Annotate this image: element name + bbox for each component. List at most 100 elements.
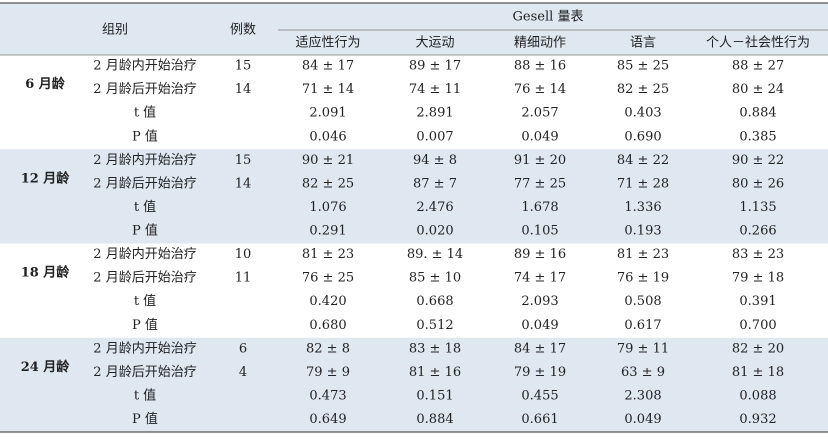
cell: 81 ± 23: [617, 247, 669, 262]
count: 10: [235, 247, 252, 262]
cell: 0.193: [624, 224, 661, 239]
cell: 81 ± 16: [409, 365, 461, 380]
header-band: [0, 3, 828, 55]
cell: 0.617: [624, 318, 661, 333]
cell: 80 ± 24: [732, 82, 784, 97]
column-header: 语言: [630, 36, 656, 51]
cell: 74 ± 11: [409, 82, 461, 97]
cell: 0.049: [521, 318, 558, 333]
age-label: 12 月龄: [21, 170, 71, 186]
cell: 89. ± 14: [407, 247, 463, 262]
column-header: 大运动: [415, 36, 454, 51]
cell: 90 ± 21: [302, 153, 354, 168]
cell: 0.049: [624, 412, 661, 427]
cell: 82 ± 8: [306, 341, 350, 356]
count: 14: [235, 82, 252, 97]
cell: 1.678: [521, 200, 558, 215]
cell: 0.391: [739, 294, 776, 309]
cell: 77 ± 25: [514, 176, 566, 191]
cell: 0.473: [309, 388, 346, 403]
cell: 1.135: [739, 200, 776, 215]
cell: 79 ± 11: [617, 341, 669, 356]
group-header: 组别: [102, 23, 128, 38]
row-label: 2 月龄后开始治疗: [93, 82, 196, 97]
cell: 0.455: [521, 388, 558, 403]
cell: 0.700: [739, 318, 776, 333]
cell: 0.049: [521, 129, 558, 144]
row-label: t 值: [134, 199, 156, 215]
cell: 0.403: [624, 106, 661, 121]
scale-header: Gesell 量表: [513, 10, 584, 25]
cell: 2.093: [521, 294, 558, 309]
cell: 90 ± 22: [732, 153, 784, 168]
row-label: 2 月龄内开始治疗: [93, 340, 196, 356]
cell: 82 ± 25: [302, 176, 354, 191]
cell: 0.690: [624, 129, 661, 144]
row-label: 2 月龄后开始治疗: [93, 271, 196, 286]
row-label: P 值: [132, 317, 158, 333]
cell: 0.007: [416, 129, 453, 144]
cell: 0.266: [739, 224, 776, 239]
cell: 0.884: [739, 106, 776, 121]
row-label: P 值: [132, 128, 158, 144]
cell: 0.668: [416, 294, 453, 309]
section-band: [0, 337, 828, 432]
cell: 83 ± 18: [409, 341, 461, 356]
cell: 0.508: [624, 294, 661, 309]
cell: 0.649: [309, 412, 346, 427]
cell: 0.512: [416, 318, 453, 333]
cell: 1.336: [624, 200, 661, 215]
cell: 0.291: [309, 224, 346, 239]
cell: 71 ± 28: [617, 176, 669, 191]
cell: 82 ± 20: [732, 341, 784, 356]
age-label: 18 月龄: [21, 265, 71, 281]
cell: 2.091: [309, 106, 346, 121]
row-label: 2 月龄后开始治疗: [93, 176, 196, 191]
cell: 71 ± 14: [302, 82, 354, 97]
cell: 0.661: [521, 412, 558, 427]
cell: 91 ± 20: [514, 153, 566, 168]
cell: 2.476: [416, 200, 453, 215]
cell: 0.020: [416, 224, 453, 239]
cell: 81 ± 23: [302, 247, 354, 262]
column-header: 个人－社会性行为: [706, 35, 810, 51]
cell: 2.308: [624, 388, 661, 403]
cell: 0.046: [309, 129, 346, 144]
cell: 76 ± 19: [617, 271, 669, 286]
cell: 0.420: [309, 294, 346, 309]
row-label: P 值: [132, 223, 158, 239]
cell: 85 ± 10: [409, 271, 461, 286]
cell: 82 ± 25: [617, 82, 669, 97]
cell: 76 ± 14: [514, 82, 566, 97]
cell: 79 ± 9: [306, 365, 350, 380]
cell: 0.884: [416, 412, 453, 427]
row-label: t 值: [134, 105, 156, 121]
cell: 88 ± 16: [514, 59, 566, 74]
row-label: 2 月龄内开始治疗: [93, 246, 196, 262]
cell: 0.151: [416, 388, 453, 403]
age-label: 6 月龄: [25, 76, 66, 92]
cell: 85 ± 25: [617, 59, 669, 74]
age-label: 24 月龄: [21, 359, 71, 375]
row-label: P 值: [132, 411, 158, 427]
count-header: 例数: [230, 23, 256, 38]
count: 15: [235, 153, 252, 168]
cell: 89 ± 17: [409, 59, 461, 74]
cell: 63 ± 9: [621, 365, 665, 380]
count: 15: [235, 59, 252, 74]
cell: 81 ± 18: [732, 365, 784, 380]
cell: 84 ± 17: [514, 341, 566, 356]
row-label: 2 月龄内开始治疗: [93, 58, 196, 74]
cell: 80 ± 26: [732, 176, 784, 191]
row-label: 2 月龄后开始治疗: [93, 365, 196, 380]
cell: 84 ± 17: [302, 59, 354, 74]
cell: 0.680: [309, 318, 346, 333]
cell: 84 ± 22: [617, 153, 669, 168]
cell: 76 ± 25: [302, 271, 354, 286]
row-label: t 值: [134, 387, 156, 403]
cell: 2.057: [521, 106, 558, 121]
cell: 0.088: [739, 388, 776, 403]
cell: 0.385: [739, 129, 776, 144]
cell: 0.105: [521, 224, 558, 239]
